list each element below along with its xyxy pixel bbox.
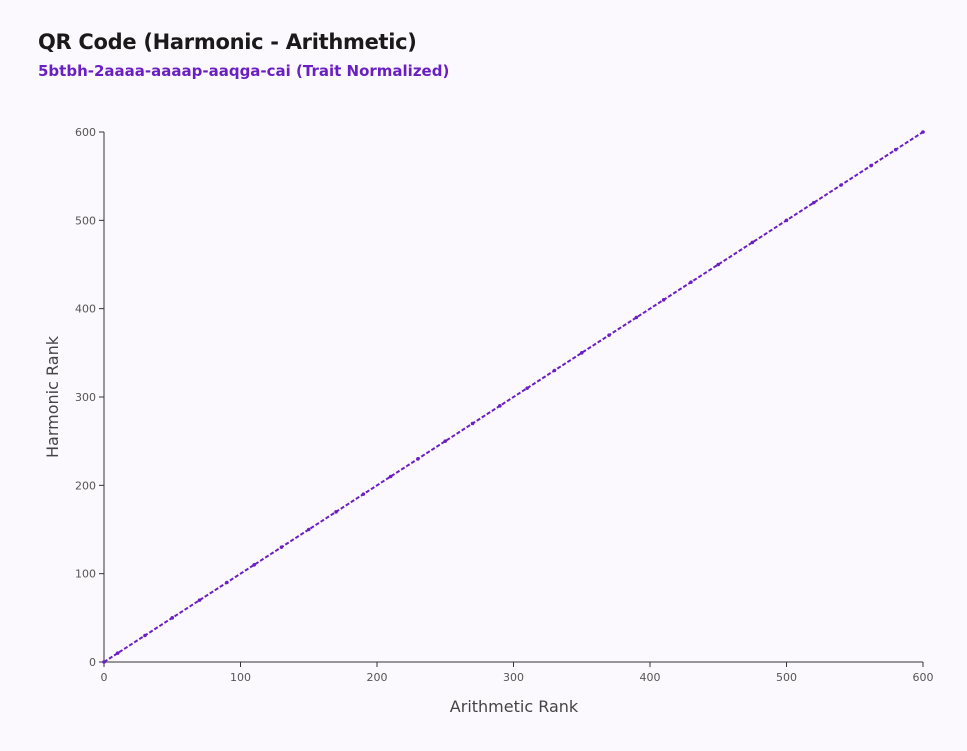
y-tick-label: 200 — [75, 479, 96, 492]
data-point — [443, 439, 448, 443]
x-tick-label: 400 — [640, 671, 661, 684]
data-point — [525, 386, 529, 390]
data-point — [498, 404, 502, 408]
data-point — [470, 421, 475, 426]
data-point — [416, 457, 420, 461]
data-point — [252, 563, 256, 567]
series-group — [102, 130, 925, 664]
x-tick-label: 200 — [367, 671, 388, 684]
chart-subtitle: 5btbh-2aaaa-aaaap-aaqga-cai (Trait Norma… — [38, 62, 450, 80]
data-point — [102, 660, 106, 664]
data-point — [784, 218, 789, 223]
data-point — [634, 315, 639, 320]
chart-title: QR Code (Harmonic - Arithmetic) — [38, 30, 417, 54]
data-point — [197, 598, 202, 602]
x-tick-label: 300 — [503, 671, 524, 684]
data-point — [921, 130, 925, 134]
y-tick-label: 300 — [75, 391, 96, 404]
data-point — [839, 183, 843, 187]
x-tick-label: 100 — [230, 671, 251, 684]
data-point — [812, 200, 816, 205]
data-point — [893, 147, 898, 152]
y-axis-label: Harmonic Rank — [43, 335, 62, 458]
y-tick-label: 500 — [75, 214, 96, 227]
x-tick-label: 0 — [101, 671, 108, 684]
data-point — [607, 333, 611, 337]
x-tick-label: 600 — [913, 671, 934, 684]
data-point — [361, 492, 366, 496]
data-point — [143, 633, 147, 638]
axes: 0 100 200 300 400 500 600 0 100 200 300 400 500 600 — [75, 126, 934, 684]
data-point — [115, 651, 120, 655]
x-tick-label: 500 — [776, 671, 797, 684]
y-tick-label: 0 — [89, 656, 96, 669]
data-point — [388, 474, 393, 479]
data-point — [689, 280, 693, 284]
data-point — [661, 298, 666, 302]
x-axis-label: Arithmetic Rank — [450, 697, 579, 716]
y-tick-label: 600 — [75, 126, 96, 139]
data-point — [279, 545, 284, 549]
y-tick-label: 100 — [75, 568, 96, 581]
data-point — [579, 351, 584, 355]
data-point — [306, 527, 311, 532]
data-point — [334, 510, 338, 514]
data-point — [869, 163, 873, 168]
data-point — [225, 580, 229, 585]
data-point — [552, 368, 557, 373]
data-point — [750, 240, 755, 245]
y-tick-label: 400 — [75, 303, 96, 316]
data-point — [716, 262, 721, 267]
data-point — [170, 616, 175, 620]
